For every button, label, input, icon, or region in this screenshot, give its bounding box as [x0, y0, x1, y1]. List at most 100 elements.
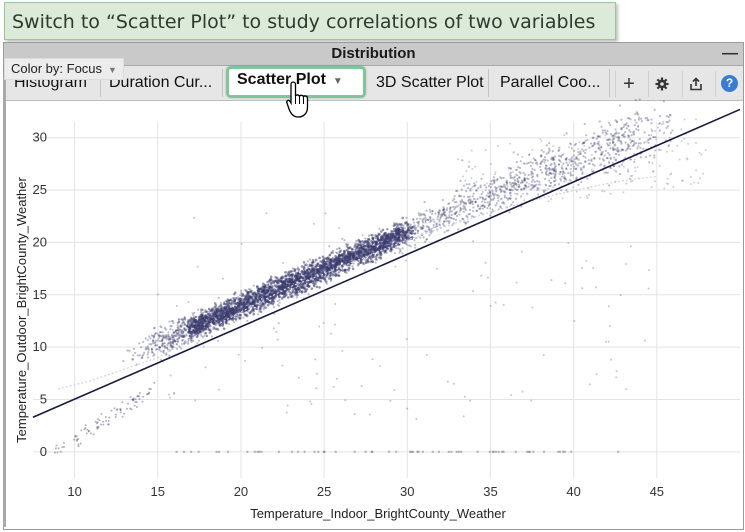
scatter-point: [438, 220, 441, 223]
scatter-point: [514, 173, 517, 176]
left-edge-bar: [3, 77, 6, 527]
scatter-point: [400, 222, 403, 226]
scatter-point: [146, 345, 150, 348]
scatter-point: [608, 153, 611, 157]
tab-parallel-coordinates[interactable]: Parallel Coo...: [492, 69, 610, 97]
scatter-point: [100, 423, 103, 426]
scatter-point: [385, 251, 388, 254]
scatter-point: [432, 226, 435, 229]
add-tab-button[interactable]: +: [615, 71, 642, 97]
scatter-point: [667, 143, 670, 146]
scatter-point: [175, 347, 179, 350]
scatter-point: [280, 285, 284, 289]
scatter-point: [658, 148, 661, 151]
scatter-point: [454, 206, 457, 209]
scatter-point: [424, 219, 427, 222]
scatter-point: [361, 247, 364, 251]
scatter-point: [305, 263, 308, 267]
scatter-point: [390, 229, 393, 233]
settings-button[interactable]: [648, 71, 675, 97]
scatter-point: [342, 252, 346, 256]
scatter-point: [174, 329, 178, 333]
scatter-point: [469, 187, 472, 190]
scatter-point: [604, 134, 607, 137]
scatter-point: [491, 192, 494, 195]
scatter-point: [204, 331, 207, 335]
scatter-point: [351, 267, 355, 271]
scatter-point: [531, 187, 534, 190]
scatter-point: [181, 332, 184, 335]
scatter-point: [141, 356, 144, 360]
scatter-point: [367, 240, 370, 244]
scatter-point: [651, 129, 654, 132]
scatter-point: [463, 195, 466, 198]
scatter-point: [448, 208, 452, 211]
scatter-point: [668, 136, 671, 139]
export-button[interactable]: [682, 71, 709, 97]
scatter-point: [496, 145, 499, 148]
tab-3d-scatter-plot[interactable]: 3D Scatter Plot: [368, 69, 489, 97]
scatter-point: [569, 174, 572, 177]
scatter-point: [554, 172, 557, 175]
scatter-point: [471, 195, 474, 198]
scatter-point: [308, 258, 312, 261]
color-by-dropdown[interactable]: Color by: Focus ▼: [4, 58, 124, 80]
scatter-point: [439, 213, 443, 216]
scatter-point: [479, 186, 482, 189]
scatter-point: [469, 201, 472, 204]
scatter-point: [248, 290, 252, 294]
scatter-point-outlier: [194, 399, 197, 402]
scatter-point: [410, 226, 413, 230]
scatter-point: [169, 338, 172, 341]
scatter-point: [378, 227, 381, 230]
scatter-point: [439, 216, 442, 220]
scatter-point: [318, 256, 321, 260]
scatter-point: [519, 166, 522, 170]
scatter-point: [520, 179, 523, 182]
scatter-point: [272, 295, 275, 299]
scatter-point: [278, 289, 281, 293]
scatter-point: [572, 167, 576, 170]
help-button[interactable]: ?: [715, 71, 742, 97]
scatter-point: [565, 179, 568, 182]
scatter-point-outlier: [457, 450, 461, 454]
scatter-point: [511, 171, 514, 174]
scatter-point-outlier: [282, 261, 285, 264]
scatter-point: [160, 339, 164, 342]
scatter-point: [132, 354, 135, 357]
dropdown-caret-icon[interactable]: ▼: [332, 76, 343, 87]
callout-text: Switch to “Scatter Plot” to study correl…: [12, 11, 596, 33]
scatter-point: [469, 201, 472, 204]
scatter-point: [570, 156, 574, 159]
scatter-point: [213, 309, 217, 312]
scatter-point: [547, 187, 550, 190]
scatter-point: [434, 225, 437, 228]
scatter-point: [561, 170, 565, 173]
scatter-point: [471, 167, 474, 170]
scatter-point: [183, 342, 186, 345]
scatter-point: [618, 104, 621, 107]
scatter-point: [342, 261, 346, 265]
scatter-point: [297, 288, 301, 292]
gear-icon: [655, 77, 669, 91]
tab-label: Duration Cur...: [109, 74, 213, 91]
scatter-point: [599, 153, 603, 156]
scatter-point: [158, 346, 161, 349]
scatter-point: [564, 178, 567, 181]
scatter-point: [142, 353, 145, 356]
scatter-point: [665, 120, 668, 124]
scatter-point: [172, 338, 175, 341]
scatter-point: [509, 194, 512, 197]
scatter-point: [633, 142, 636, 145]
scatter-point: [547, 200, 550, 203]
scatter-point: [266, 284, 269, 287]
scatter-point: [562, 170, 565, 173]
scatter-point: [700, 153, 703, 156]
scatter-point: [446, 219, 450, 223]
scatter-point: [378, 233, 381, 236]
scatter-point-outlier: [580, 267, 583, 270]
minimize-button[interactable]: —: [722, 45, 738, 62]
scatter-point: [621, 148, 624, 151]
scatter-point: [370, 260, 374, 263]
